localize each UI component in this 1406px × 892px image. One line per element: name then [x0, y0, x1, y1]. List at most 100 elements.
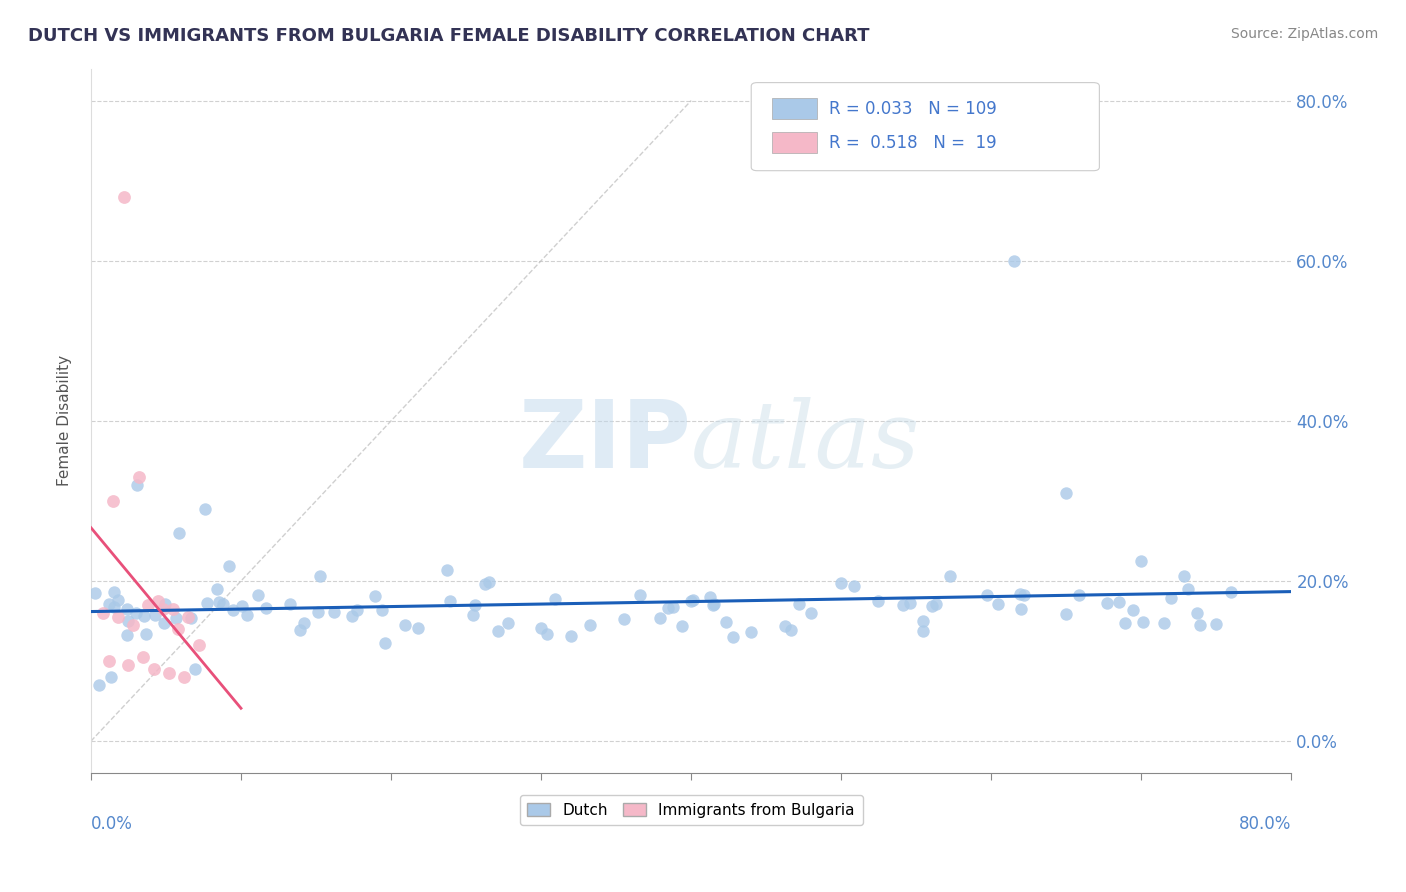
Point: [162, 602, 184, 616]
Bar: [772, 98, 817, 120]
Point: [91, 606, 114, 620]
Point: [122, 618, 145, 632]
Point: [868, 593, 890, 607]
Point: [439, 593, 461, 607]
Point: [699, 591, 721, 605]
Point: [107, 610, 129, 624]
Point: [1012, 588, 1035, 602]
Point: [921, 599, 943, 613]
Point: [167, 622, 190, 636]
Point: [346, 602, 368, 616]
Point: [911, 624, 934, 638]
Legend: Dutch, Immigrants from Bulgaria: Dutch, Immigrants from Bulgaria: [520, 795, 863, 825]
Point: [898, 596, 921, 610]
Point: [1054, 486, 1077, 500]
Point: [143, 607, 166, 622]
Point: [292, 616, 315, 631]
Y-axis label: Female Disability: Female Disability: [58, 355, 72, 486]
Point: [830, 576, 852, 591]
Point: [177, 610, 200, 624]
Point: [180, 611, 202, 625]
Point: [1160, 591, 1182, 605]
Bar: [772, 132, 817, 153]
Point: [779, 623, 801, 637]
Point: [1177, 582, 1199, 596]
Point: [740, 625, 762, 640]
Text: 80.0%: 80.0%: [1239, 815, 1292, 833]
Point: [115, 602, 138, 616]
Point: [100, 670, 122, 684]
Point: [536, 626, 558, 640]
Point: [211, 598, 233, 612]
Point: [288, 623, 311, 637]
Point: [461, 607, 484, 622]
Point: [194, 502, 217, 516]
Point: [662, 600, 685, 615]
Point: [530, 621, 553, 635]
Point: [406, 621, 429, 635]
Point: [787, 597, 810, 611]
Point: [132, 650, 155, 665]
Point: [107, 593, 129, 607]
Point: [1095, 596, 1118, 610]
Point: [682, 592, 704, 607]
Point: [117, 658, 139, 673]
Point: [1002, 253, 1025, 268]
Point: [976, 588, 998, 602]
Point: [723, 631, 745, 645]
Point: [103, 494, 125, 508]
Point: [628, 588, 651, 602]
Text: ZIP: ZIP: [519, 396, 692, 488]
Point: [153, 597, 176, 611]
Point: [278, 597, 301, 611]
Text: 0.0%: 0.0%: [91, 815, 132, 833]
Point: [544, 591, 567, 606]
Point: [184, 662, 207, 676]
Point: [128, 470, 150, 484]
Point: [560, 629, 582, 643]
FancyBboxPatch shape: [751, 83, 1099, 170]
Point: [364, 589, 387, 603]
Point: [1108, 595, 1130, 609]
Point: [148, 594, 170, 608]
Point: [136, 598, 159, 612]
Point: [167, 525, 190, 540]
Point: [125, 606, 148, 620]
Point: [231, 599, 253, 613]
Point: [152, 616, 174, 631]
Point: [205, 582, 228, 596]
Point: [703, 598, 725, 612]
Point: [246, 588, 269, 602]
Point: [323, 606, 346, 620]
Point: [1010, 587, 1032, 601]
Text: Source: ZipAtlas.com: Source: ZipAtlas.com: [1230, 27, 1378, 41]
Point: [307, 605, 329, 619]
Text: R = 0.033   N = 109: R = 0.033 N = 109: [830, 100, 997, 118]
Point: [83, 586, 105, 600]
Point: [681, 593, 703, 607]
Point: [103, 600, 125, 615]
Point: [254, 601, 277, 615]
Point: [939, 569, 962, 583]
Point: [1114, 616, 1136, 631]
Point: [1153, 616, 1175, 631]
Point: [1010, 602, 1032, 616]
Point: [188, 638, 211, 652]
Point: [911, 614, 934, 628]
Point: [1188, 617, 1211, 632]
Point: [800, 606, 823, 620]
Point: [1130, 554, 1153, 568]
Point: [1185, 607, 1208, 621]
Point: [309, 569, 332, 583]
Point: [143, 662, 166, 676]
Point: [1121, 603, 1143, 617]
Point: [1069, 588, 1091, 602]
Point: [236, 608, 259, 623]
Point: [103, 585, 125, 599]
Point: [842, 579, 865, 593]
Point: [197, 596, 219, 610]
Point: [165, 611, 187, 625]
Point: [97, 654, 120, 668]
Text: R =  0.518   N =  19: R = 0.518 N = 19: [830, 134, 997, 152]
Point: [208, 595, 231, 609]
